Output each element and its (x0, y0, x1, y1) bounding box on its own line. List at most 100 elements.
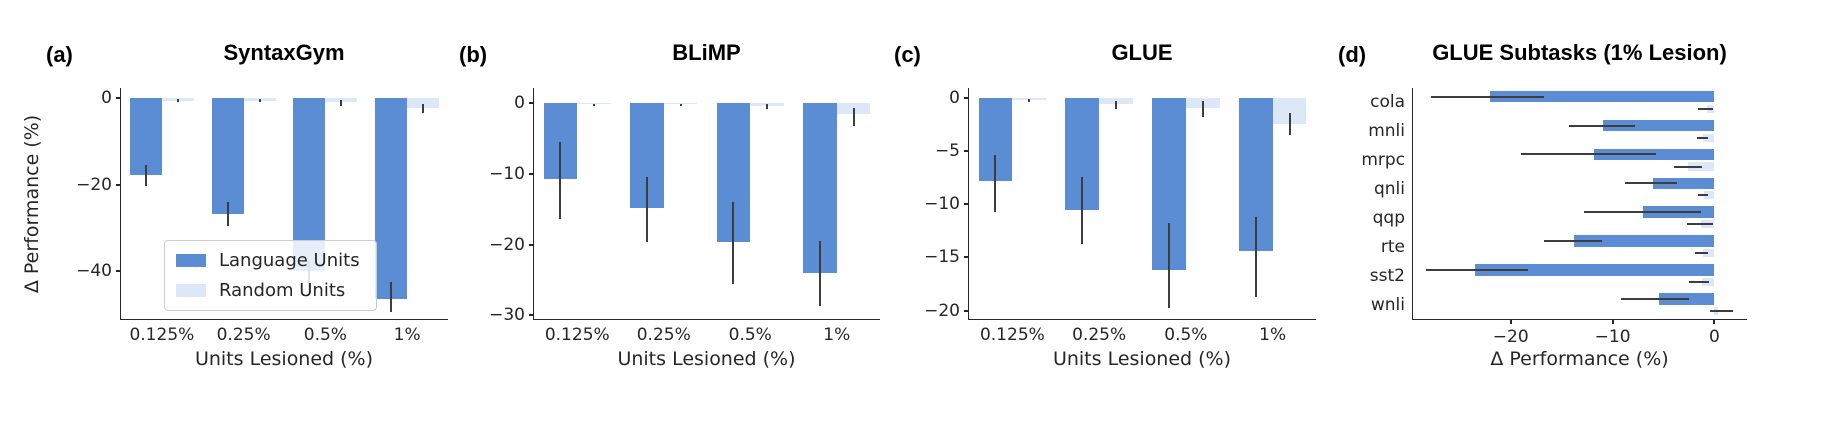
error-bar (1584, 211, 1702, 214)
x-category-label: 0.25% (216, 325, 271, 345)
language-units-bar (1490, 90, 1715, 103)
y-category-label: qnli (1373, 179, 1405, 200)
error-bar (1431, 95, 1545, 98)
panel-title-blimp: BLiMP (672, 40, 741, 65)
y-axis-label: Δ Performance (%) (21, 114, 43, 294)
error-bar (1167, 223, 1170, 309)
error-bar (422, 104, 425, 114)
error-bar (1115, 101, 1118, 109)
panel-title-glue-subtasks: GLUE Subtasks (1% Lesion) (1432, 40, 1727, 65)
y-tick-mark (116, 270, 121, 273)
x-tick-mark (1509, 319, 1512, 324)
plot-area-glue-subtasks: −20 −10 0 cola mnli mrpc qnli qqp rte sst2 wnli (1361, 88, 1747, 347)
error-bar (852, 107, 855, 127)
y-tick-label: −5 (934, 141, 960, 162)
legend-swatch-random-units (176, 284, 206, 297)
x-category-label: 0.125% (544, 325, 610, 345)
random-units-bar (1703, 249, 1715, 258)
x-axis-label: Units Lesioned (%) (617, 348, 796, 370)
x-axis-label: Δ Performance (%) (1490, 348, 1669, 370)
error-bar (1201, 101, 1204, 118)
panel-d-glue-subtasks: (d) GLUE Subtasks (1% Lesion) −20 −10 0 col… (1338, 40, 1747, 370)
error-bar (176, 99, 179, 102)
error-bar (1426, 268, 1529, 271)
y-tick-label: −10 (924, 194, 960, 215)
y-tick-label: 0 (949, 88, 960, 109)
y-tick-label: 0 (514, 92, 525, 113)
x-category-label: 0.25% (1072, 325, 1127, 345)
error-bar (645, 176, 648, 243)
panel-title-syntaxgym: SyntaxGym (223, 40, 345, 65)
error-bar (593, 103, 596, 106)
error-bar (1688, 281, 1710, 284)
language-units-bar (1603, 119, 1715, 132)
error-bar (1698, 107, 1714, 110)
x-category-label: 1% (823, 325, 851, 345)
error-bar (1028, 99, 1031, 103)
error-bar (1686, 223, 1714, 226)
plot-area-blimp: 0 −10 −20 −30 0.125% 0.25% 0.5% 1% (489, 88, 880, 345)
y-category-label: cola (1370, 92, 1405, 113)
y-tick-mark (964, 150, 969, 153)
random-units-bar (1704, 191, 1715, 200)
panel-letter-a: (a) (46, 42, 73, 67)
y-tick-mark (964, 203, 969, 206)
x-category-label: 0.5% (303, 325, 347, 345)
y-tick-label: −15 (924, 247, 960, 268)
error-bar (1081, 176, 1084, 244)
random-units-bar (1012, 98, 1047, 101)
x-axis-label: Units Lesioned (%) (1052, 348, 1232, 370)
x-category-label: 0.25% (636, 325, 691, 345)
y-tick-mark (529, 172, 534, 175)
legend: Language Units Random Units (164, 240, 377, 311)
y-tick-mark (116, 96, 121, 99)
plot-area-glue: 0 −5 −10 −15 −20 0.125% 0.25% 0.5% 1% (924, 88, 1316, 345)
panel-letter-c: (c) (894, 42, 921, 67)
error-bar (559, 141, 562, 220)
panel-b-blimp: (b) BLiMP 0 −10 −20 −30 0.125% 0.25% 0.5% 1% Un… (459, 40, 880, 370)
y-tick-mark (964, 97, 969, 100)
language-units-bar (1573, 235, 1715, 247)
x-axis-label: Units Lesioned (%) (194, 348, 374, 370)
x-category-label: 0.125% (979, 325, 1045, 345)
language-units-bar (211, 97, 244, 214)
error-bar (1544, 240, 1603, 243)
error-bar (1695, 252, 1709, 255)
error-bar (1520, 153, 1657, 156)
y-tick-mark (529, 314, 534, 317)
panel-a-syntaxgym: (a) SyntaxGym Δ Performance (%) 0 −20 −40 0… (21, 40, 448, 370)
x-tick-label: −10 (1594, 327, 1631, 347)
x-tick-mark (1611, 319, 1614, 324)
x-category-label: 1% (1259, 325, 1287, 345)
error-bar (1288, 112, 1291, 136)
y-tick-label: −30 (489, 305, 525, 326)
error-bar (818, 241, 821, 307)
y-category-label: mnli (1368, 121, 1405, 142)
random-units-bar (1099, 98, 1133, 105)
language-units-bar (1475, 264, 1715, 276)
legend-item-random-units: Random Units (176, 280, 360, 301)
legend-swatch-language-units (176, 254, 206, 267)
y-tick-mark (116, 183, 121, 186)
y-tick-label: 0 (101, 87, 112, 108)
error-bar (766, 104, 769, 109)
legend-item-language-units: Language Units (176, 250, 360, 271)
random-units-bar (1703, 133, 1715, 142)
panel-c-glue: (c) GLUE 0 −5 −10 −15 −20 0.125% 0.25% 0.5% 1% U… (894, 40, 1316, 370)
x-tick-label: −20 (1492, 327, 1529, 347)
y-tick-mark (529, 101, 534, 104)
y-tick-label: −40 (76, 261, 112, 282)
y-category-label: qqp (1372, 207, 1405, 228)
error-bar (1698, 194, 1709, 197)
legend-label-random-units: Random Units (219, 280, 346, 301)
x-category-label: 1% (393, 325, 421, 345)
y-category-label: sst2 (1369, 265, 1405, 286)
y-tick-label: −20 (489, 234, 525, 255)
panel-letter-d: (d) (1338, 42, 1367, 67)
random-units-bar (243, 97, 276, 101)
error-bar (1710, 309, 1733, 312)
error-bar (226, 201, 229, 226)
y-tick-label: −20 (924, 300, 960, 321)
error-bar (1697, 136, 1709, 139)
